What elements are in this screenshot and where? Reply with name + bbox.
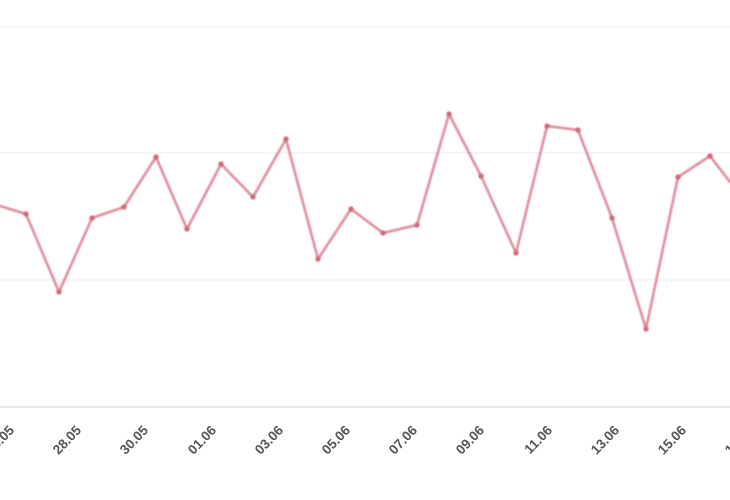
svg-text:03.06: 03.06 — [252, 422, 287, 457]
svg-text:11.06: 11.06 — [521, 422, 555, 457]
svg-text:30.05: 30.05 — [117, 422, 152, 457]
svg-text:15.06: 15.06 — [655, 422, 690, 457]
svg-text:28.05: 28.05 — [50, 422, 85, 457]
svg-text:07.06: 07.06 — [386, 422, 421, 457]
svg-text:01.06: 01.06 — [185, 422, 220, 457]
svg-text:13.06: 13.06 — [588, 422, 623, 457]
svg-text:26.05: 26.05 — [0, 422, 17, 457]
svg-text:17.06: 17.06 — [722, 422, 730, 457]
svg-text:09.06: 09.06 — [453, 422, 488, 457]
svg-text:05.06: 05.06 — [319, 422, 354, 457]
